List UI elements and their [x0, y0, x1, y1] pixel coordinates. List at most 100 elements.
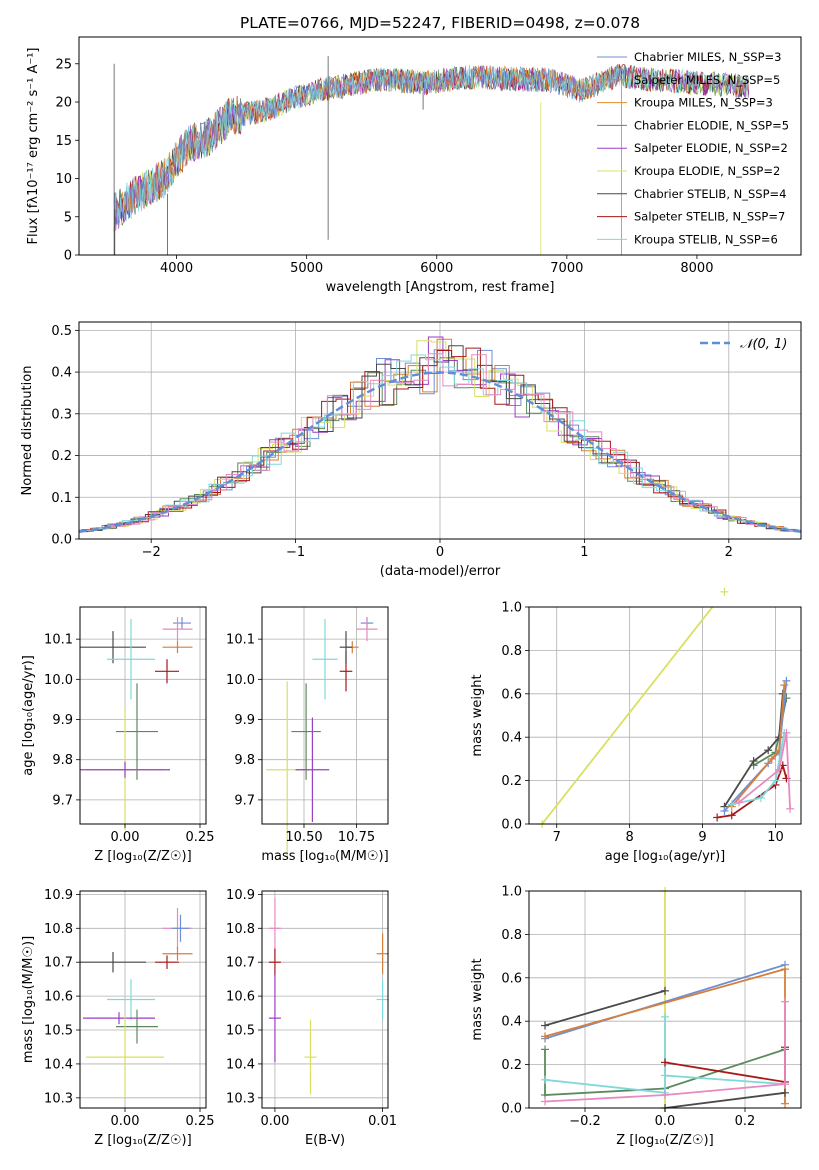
error-bar-point — [268, 974, 281, 1063]
axes-frame — [79, 606, 207, 825]
legend-label: Salpeter ELODIE, N_SSP=2 — [634, 141, 788, 155]
error-bar-point — [356, 617, 378, 642]
x-tick-label: −2 — [142, 545, 161, 560]
y-tick-label: 10.8 — [226, 922, 255, 937]
y-tick-label: 0.4 — [51, 366, 72, 381]
x-axis-label: Z [log₁₀(Z/Z☉)] — [616, 1133, 713, 1148]
legend-label: Chabrier STELIB, N_SSP=4 — [634, 187, 786, 201]
x-axis-label: E(B-V) — [305, 1133, 345, 1148]
x-tick-label: 8000 — [680, 261, 713, 276]
weight-line — [544, 989, 666, 1027]
error-bar-point — [312, 619, 338, 700]
y-tick-label: 9.8 — [52, 753, 73, 768]
x-tick-label: 10.50 — [285, 830, 322, 845]
x-axis-label: Z [log₁₀(Z/Z☉)] — [94, 849, 191, 864]
y-tick-label: 10.4 — [226, 1057, 255, 1072]
spectrum-line — [113, 65, 619, 232]
y-tick-label: 0.5 — [51, 324, 72, 339]
y-tick-label: 0.0 — [501, 1102, 522, 1117]
x-tick-label: −0.2 — [569, 1114, 601, 1129]
error-bar-point — [107, 979, 155, 1020]
x-axis-label: wavelength [Angstrom, rest frame] — [326, 280, 555, 295]
error-bar-point — [116, 683, 158, 780]
y-tick-label: 10.6 — [44, 990, 73, 1005]
y-tick-label: 9.8 — [234, 753, 255, 768]
y-tick-label: 25 — [55, 57, 72, 72]
panel-2: −2 −1 0 1 2 0.0 0.1 0.2 0.3 0.4 0.5 (data-model)/er… — [20, 321, 802, 579]
error-bar-point — [268, 948, 281, 976]
panel-3: 0.00 0.25 9.7 9.8 9.9 10.0 10.1 Z [log₁₀(Z/Z☉)]… — [21, 606, 214, 864]
y-tick-label: 0.0 — [501, 818, 522, 833]
y-tick-label: 0.0 — [51, 533, 72, 548]
x-tick-label: 4000 — [160, 261, 193, 276]
x-tick-label: 0.25 — [186, 1114, 215, 1129]
y-tick-label: 9.7 — [52, 793, 73, 808]
weight-line — [731, 732, 786, 806]
x-tick-label: 0.00 — [111, 830, 140, 845]
legend-label: Chabrier ELODIE, N_SSP=5 — [634, 118, 789, 132]
y-tick-label: 0.8 — [501, 644, 522, 659]
x-tick-label: 0.0 — [655, 1114, 676, 1129]
y-tick-label: 9.9 — [234, 713, 255, 728]
y-tick-label: 0.8 — [501, 928, 522, 943]
spectrum-line — [113, 64, 750, 224]
gaussian-curve — [78, 371, 802, 533]
x-tick-label: 0.01 — [368, 1114, 397, 1129]
weight-line — [544, 1048, 786, 1096]
error-bar-point — [155, 659, 179, 684]
error-bar-point — [376, 933, 389, 975]
y-axis-label: mass weight — [470, 958, 485, 1040]
legend-label: 𝒩(0, 1) — [740, 337, 787, 352]
y-tick-label: 0.4 — [501, 1015, 522, 1030]
x-tick-label: 2 — [725, 545, 733, 560]
y-tick-label: 0.6 — [501, 971, 522, 986]
legend-label: Salpeter STELIB, N_SSP=7 — [634, 210, 785, 224]
x-axis-label: mass [log₁₀(M/M☉)] — [261, 849, 388, 864]
weight-line — [664, 1091, 786, 1108]
y-tick-label: 9.9 — [52, 713, 73, 728]
y-tick-label: 0.1 — [51, 491, 72, 506]
error-bar-point — [155, 955, 179, 969]
panel-8: −0.2 0.0 0.2 0.0 0.2 0.4 0.6 0.8 1.0 Z [log₁₀(Z/Z… — [470, 885, 802, 1148]
y-tick-label: 10.5 — [44, 1024, 73, 1039]
axes-frame — [261, 606, 389, 825]
x-tick-label: 7 — [553, 830, 561, 845]
y-tick-label: 0.3 — [51, 407, 72, 422]
y-tick-label: 10.5 — [226, 1024, 255, 1039]
error-bar-point — [304, 1019, 317, 1095]
panel-4: 10.50 10.75 9.7 9.8 9.9 10.0 10.1 mass [log₁₀(M… — [226, 606, 389, 864]
y-tick-label: 1.0 — [501, 601, 522, 616]
y-tick-label: 0 — [64, 249, 72, 264]
x-axis-label: age [log₁₀(age/yr)] — [605, 849, 726, 864]
legend-label: Chabrier MILES, N_SSP=3 — [634, 50, 781, 64]
x-tick-label: −1 — [286, 545, 305, 560]
y-tick-label: 9.7 — [234, 793, 255, 808]
axes-frame — [261, 890, 389, 1109]
error-bar-point — [80, 631, 146, 664]
x-tick-label: 10 — [767, 830, 784, 845]
legend-label: Kroupa ELODIE, N_SSP=2 — [634, 164, 780, 178]
x-tick-label: 0.2 — [735, 1114, 756, 1129]
histogram-series — [79, 354, 801, 533]
error-bar-point — [80, 761, 170, 778]
panel-1: 4000 5000 6000 7000 8000 0 5 10 15 20 25 wavelength… — [26, 36, 802, 295]
error-bar-point — [80, 952, 146, 973]
x-tick-label: 0 — [436, 545, 444, 560]
y-tick-label: 10.4 — [44, 1057, 73, 1072]
x-axis-label: (data-model)/error — [380, 564, 501, 579]
y-tick-label: 10.8 — [44, 922, 73, 937]
y-tick-label: 0.2 — [501, 774, 522, 789]
axes-frame — [528, 606, 802, 825]
y-tick-label: 15 — [55, 134, 72, 149]
figure-title: PLATE=0766, MJD=52247, FIBERID=0498, z=0… — [240, 14, 640, 32]
weight-line — [541, 607, 714, 824]
error-bar-point — [162, 641, 193, 654]
error-bar-point — [116, 1009, 158, 1044]
y-tick-label: 0.2 — [51, 449, 72, 464]
error-bar-point — [86, 1016, 164, 1098]
weight-line — [544, 1001, 786, 1103]
panel-7: 0.00 0.01 10.3 10.4 10.5 10.6 10.7 10.8 10.9 E(B-… — [226, 888, 397, 1148]
axes-frame — [78, 36, 802, 256]
y-tick-label: 10.7 — [44, 956, 73, 971]
